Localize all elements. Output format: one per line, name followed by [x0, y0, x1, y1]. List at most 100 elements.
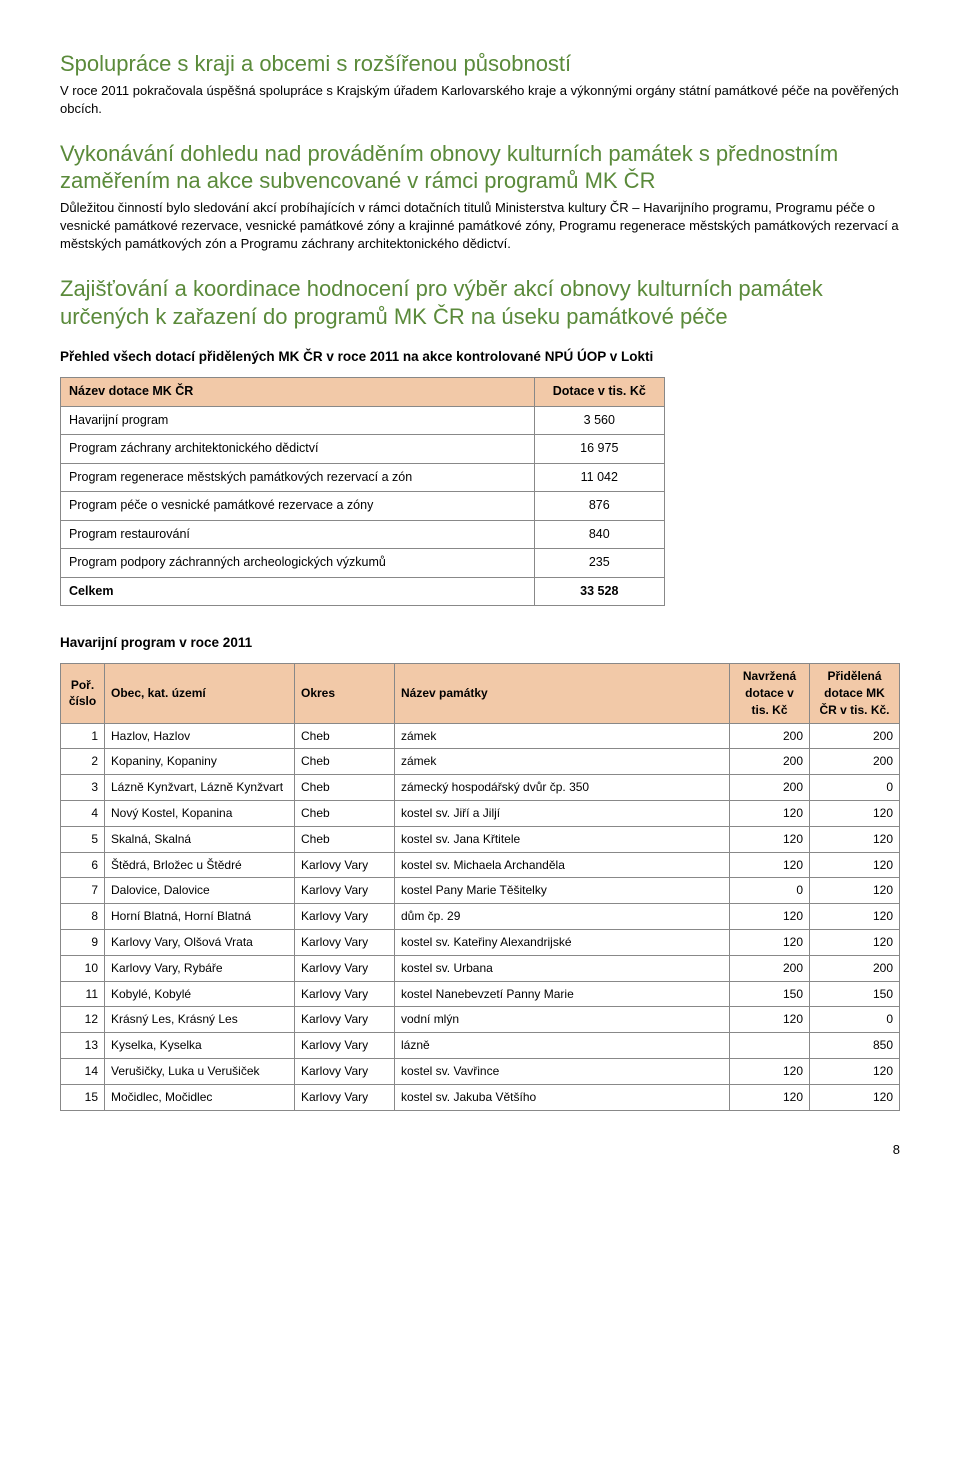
table-row: 11Kobylé, KobyléKarlovy Varykostel Naneb… — [61, 981, 900, 1007]
cell-nazev: kostel sv. Jakuba Většího — [395, 1084, 730, 1110]
cell-por: 15 — [61, 1084, 105, 1110]
cell-obec: Skalná, Skalná — [105, 826, 295, 852]
cell-nav: 120 — [730, 852, 810, 878]
col-value: Dotace v tis. Kč — [534, 378, 664, 407]
cell-prid: 200 — [810, 723, 900, 749]
cell-okres: Karlovy Vary — [295, 1058, 395, 1084]
cell-por: 14 — [61, 1058, 105, 1084]
cell-prid: 120 — [810, 1058, 900, 1084]
table2-caption: Havarijní program v roce 2011 — [60, 634, 900, 653]
table-row: 10Karlovy Vary, RybářeKarlovy Varykostel… — [61, 955, 900, 981]
table-row: 7Dalovice, DaloviceKarlovy Varykostel Pa… — [61, 878, 900, 904]
cell-nav: 200 — [730, 723, 810, 749]
cell-por: 4 — [61, 801, 105, 827]
col-por: Poř. číslo — [61, 664, 105, 723]
cell-nazev: kostel sv. Vavřince — [395, 1058, 730, 1084]
cell-obec: Nový Kostel, Kopanina — [105, 801, 295, 827]
cell-obec: Horní Blatná, Horní Blatná — [105, 904, 295, 930]
cell-okres: Karlovy Vary — [295, 1084, 395, 1110]
cell-por: 6 — [61, 852, 105, 878]
cell-por: 9 — [61, 929, 105, 955]
cell-nav: 120 — [730, 1058, 810, 1084]
section2-title: Vykonávání dohledu nad prováděním obnovy… — [60, 140, 900, 195]
cell-nav: 120 — [730, 1084, 810, 1110]
cell-por: 10 — [61, 955, 105, 981]
col-nav: Navržená dotace v tis. Kč — [730, 664, 810, 723]
cell-value: 840 — [534, 520, 664, 549]
cell-obec: Karlovy Vary, Rybáře — [105, 955, 295, 981]
table-row: Program restaurování840 — [61, 520, 665, 549]
cell-okres: Karlovy Vary — [295, 1007, 395, 1033]
col-obec: Obec, kat. území — [105, 664, 295, 723]
dotace-summary-table: Název dotace MK ČR Dotace v tis. Kč Hava… — [60, 377, 665, 606]
cell-nav: 120 — [730, 929, 810, 955]
cell-okres: Karlovy Vary — [295, 929, 395, 955]
cell-prid: 120 — [810, 801, 900, 827]
table1-caption: Přehled všech dotací přidělených MK ČR v… — [60, 348, 900, 367]
table-row: Program záchrany architektonického dědic… — [61, 435, 665, 464]
cell-obec: Lázně Kynžvart, Lázně Kynžvart — [105, 775, 295, 801]
cell-okres: Cheb — [295, 749, 395, 775]
cell-value: 235 — [534, 549, 664, 578]
cell-nav: 120 — [730, 801, 810, 827]
cell-por: 12 — [61, 1007, 105, 1033]
cell-por: 11 — [61, 981, 105, 1007]
table-row: 14Verušičky, Luka u VerušičekKarlovy Var… — [61, 1058, 900, 1084]
cell-okres: Cheb — [295, 775, 395, 801]
cell-nav: 120 — [730, 826, 810, 852]
cell-name: Program záchrany architektonického dědic… — [61, 435, 535, 464]
table-row: 1Hazlov, HazlovChebzámek200200 — [61, 723, 900, 749]
cell-obec: Dalovice, Dalovice — [105, 878, 295, 904]
cell-prid: 0 — [810, 775, 900, 801]
col-prid: Přidělená dotace MK ČR v tis. Kč. — [810, 664, 900, 723]
cell-obec: Močidlec, Močidlec — [105, 1084, 295, 1110]
cell-nazev: dům čp. 29 — [395, 904, 730, 930]
table-row: Program regenerace městských památkových… — [61, 463, 665, 492]
cell-okres: Karlovy Vary — [295, 955, 395, 981]
cell-por: 3 — [61, 775, 105, 801]
cell-total-value: 33 528 — [534, 577, 664, 606]
cell-por: 2 — [61, 749, 105, 775]
section1-title: Spolupráce s kraji a obcemi s rozšířenou… — [60, 50, 900, 78]
cell-nazev: zámek — [395, 723, 730, 749]
cell-obec: Verušičky, Luka u Verušiček — [105, 1058, 295, 1084]
cell-name: Havarijní program — [61, 406, 535, 435]
cell-nav: 0 — [730, 878, 810, 904]
table-row: Havarijní program3 560 — [61, 406, 665, 435]
cell-prid: 0 — [810, 1007, 900, 1033]
table-row: 3Lázně Kynžvart, Lázně KynžvartChebzámec… — [61, 775, 900, 801]
col-okres: Okres — [295, 664, 395, 723]
havarijni-program-table: Poř. číslo Obec, kat. území Okres Název … — [60, 663, 900, 1110]
cell-nazev: kostel sv. Kateřiny Alexandrijské — [395, 929, 730, 955]
cell-name: Program podpory záchranných archeologick… — [61, 549, 535, 578]
table-row: 4Nový Kostel, KopaninaChebkostel sv. Jiř… — [61, 801, 900, 827]
cell-obec: Kobylé, Kobylé — [105, 981, 295, 1007]
cell-por: 13 — [61, 1033, 105, 1059]
cell-prid: 120 — [810, 1084, 900, 1110]
cell-value: 11 042 — [534, 463, 664, 492]
cell-nav: 120 — [730, 1007, 810, 1033]
cell-value: 3 560 — [534, 406, 664, 435]
table-row-total: Celkem33 528 — [61, 577, 665, 606]
col-nazev: Název památky — [395, 664, 730, 723]
cell-okres: Karlovy Vary — [295, 878, 395, 904]
cell-nav: 120 — [730, 904, 810, 930]
cell-okres: Cheb — [295, 801, 395, 827]
cell-value: 876 — [534, 492, 664, 521]
cell-okres: Karlovy Vary — [295, 981, 395, 1007]
cell-prid: 120 — [810, 852, 900, 878]
cell-nazev: kostel sv. Michaela Archanděla — [395, 852, 730, 878]
table-row: 9Karlovy Vary, Olšová VrataKarlovy Varyk… — [61, 929, 900, 955]
table-row: 8Horní Blatná, Horní BlatnáKarlovy Varyd… — [61, 904, 900, 930]
cell-obec: Hazlov, Hazlov — [105, 723, 295, 749]
cell-nazev: kostel Nanebevzetí Panny Marie — [395, 981, 730, 1007]
cell-prid: 120 — [810, 929, 900, 955]
cell-nazev: zámek — [395, 749, 730, 775]
cell-nav: 150 — [730, 981, 810, 1007]
cell-name: Program restaurování — [61, 520, 535, 549]
cell-obec: Štědrá, Brložec u Štědré — [105, 852, 295, 878]
cell-nazev: kostel sv. Jiří a Jiljí — [395, 801, 730, 827]
section1-text: V roce 2011 pokračovala úspěšná spoluprá… — [60, 82, 900, 118]
cell-por: 7 — [61, 878, 105, 904]
cell-obec: Kopaniny, Kopaniny — [105, 749, 295, 775]
